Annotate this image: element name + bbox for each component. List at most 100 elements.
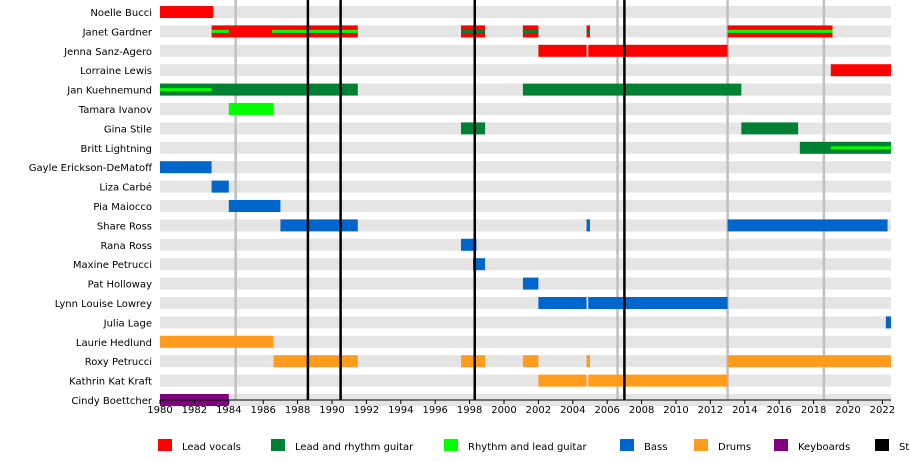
legend-label: Lead vocals — [182, 442, 241, 453]
member-bar — [885, 316, 891, 329]
member-label: Janet Gardner — [82, 27, 153, 38]
row-band — [160, 335, 891, 348]
member-bar — [228, 200, 281, 212]
legend-swatch — [444, 439, 458, 451]
member-label: Lorraine Lewis — [80, 66, 152, 77]
member-label: Lynn Louise Lowrey — [55, 299, 152, 310]
member-bar — [211, 180, 229, 193]
x-tick-label: 2004 — [560, 405, 585, 416]
member-bar — [538, 44, 587, 57]
row-band — [160, 297, 891, 309]
member-label: Roxy Petrucci — [85, 357, 152, 368]
member-bar — [727, 355, 891, 368]
x-tick-label: 1988 — [285, 405, 310, 416]
legend-label: Lead and rhythm guitar — [295, 442, 414, 453]
row-band — [160, 44, 891, 57]
x-tick-label: 1994 — [388, 405, 413, 416]
member-bar — [461, 238, 477, 251]
legend-swatch — [774, 439, 788, 451]
row-band — [160, 180, 891, 193]
legend-swatch — [620, 439, 634, 451]
member-label: Tamara Ivanov — [78, 105, 152, 116]
x-tick-label: 2014 — [732, 405, 757, 416]
row-band — [160, 258, 891, 271]
member-label: Jan Kuehnemund — [66, 86, 152, 97]
member-label: Liza Carbé — [99, 182, 152, 194]
member-label: Noelle Bucci — [90, 8, 152, 19]
legend: Lead vocals Lead and rhythm guitar Rhythm … — [158, 439, 910, 453]
member-label: Jenna Sanz-Agero — [63, 47, 152, 58]
legend-label: Drums — [718, 442, 751, 453]
row-band — [160, 141, 891, 154]
member-bar — [273, 355, 358, 368]
x-tick-label: 1992 — [354, 405, 379, 416]
member-label: Pat Holloway — [88, 280, 152, 291]
member-label: Laurie Hedlund — [76, 338, 152, 349]
member-label: Maxine Petrucci — [73, 260, 152, 271]
member-bar — [461, 355, 486, 368]
member-bar — [228, 103, 274, 115]
release-lines — [234, 0, 826, 400]
member-bar — [588, 374, 728, 387]
legend-swatch — [271, 439, 285, 451]
member-label: Gina Stile — [104, 124, 152, 135]
member-labels: Noelle Bucci Janet Gardner Jenna Sanz-Ager… — [29, 8, 153, 407]
member-bar — [280, 219, 358, 232]
row-band — [160, 200, 891, 212]
row-band — [160, 238, 891, 251]
member-bar — [830, 64, 891, 77]
member-bar — [741, 122, 799, 135]
row-band — [160, 6, 891, 18]
member-bar — [160, 335, 274, 348]
member-bar — [538, 297, 587, 309]
member-bar — [473, 258, 486, 271]
member-bar — [727, 219, 888, 232]
row-band — [160, 374, 891, 387]
member-label: Share Ross — [97, 221, 152, 232]
member-bar — [586, 219, 590, 232]
x-tick-label: 2008 — [629, 405, 654, 416]
member-bar — [586, 355, 590, 368]
x-tick-label: 1990 — [319, 405, 344, 416]
member-bar-accent — [461, 29, 486, 33]
legend-label: Bass — [644, 442, 667, 453]
member-label: Britt Lightning — [80, 144, 152, 155]
member-bar — [588, 297, 728, 309]
row-band — [160, 103, 891, 115]
legend-swatch — [158, 439, 172, 451]
member-bar — [461, 122, 486, 135]
member-bar-accent — [586, 29, 590, 33]
x-tick-label: 2012 — [698, 405, 723, 416]
member-bar-accent — [160, 88, 212, 92]
x-tick-label: 1982 — [182, 405, 207, 416]
x-tick-label: 2010 — [663, 405, 688, 416]
row-band — [160, 316, 891, 329]
x-tick-label: 1986 — [250, 405, 275, 416]
x-tick-label: 2022 — [870, 405, 895, 416]
x-tick-label: 2020 — [835, 405, 860, 416]
member-bar — [522, 83, 742, 96]
member-label: Julia Lage — [103, 318, 152, 329]
member-bar — [522, 355, 539, 368]
member-bar-accent — [211, 29, 229, 33]
member-bar-accent — [271, 29, 358, 33]
legend-label: Rhythm and lead guitar — [468, 442, 587, 453]
member-label: Cindy Boettcher — [71, 396, 153, 407]
x-tick-label: 2016 — [766, 405, 791, 416]
x-tick-label: 2018 — [801, 405, 826, 416]
legend-swatch — [694, 439, 708, 451]
member-bar-accent — [522, 29, 539, 33]
member-label: Pia Maiocco — [93, 202, 152, 213]
member-bar — [588, 44, 728, 57]
legend-label: Studio albums — [899, 442, 910, 453]
member-bar — [160, 161, 212, 174]
member-bar-accent — [830, 146, 891, 150]
row-band — [160, 122, 891, 135]
row-band — [160, 64, 891, 77]
x-tick-label: 1996 — [422, 405, 447, 416]
x-tick-label: 2006 — [594, 405, 619, 416]
member-bars — [160, 6, 891, 406]
member-bar — [538, 374, 587, 387]
